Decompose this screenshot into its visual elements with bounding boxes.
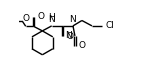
Text: O: O bbox=[66, 32, 73, 41]
Text: O: O bbox=[78, 41, 85, 50]
Text: Cl: Cl bbox=[106, 21, 115, 30]
Text: O: O bbox=[22, 14, 29, 23]
Text: N: N bbox=[70, 15, 76, 24]
Text: N: N bbox=[65, 31, 72, 40]
Text: H: H bbox=[48, 13, 55, 22]
Text: O: O bbox=[37, 12, 44, 21]
Text: N: N bbox=[48, 15, 55, 24]
